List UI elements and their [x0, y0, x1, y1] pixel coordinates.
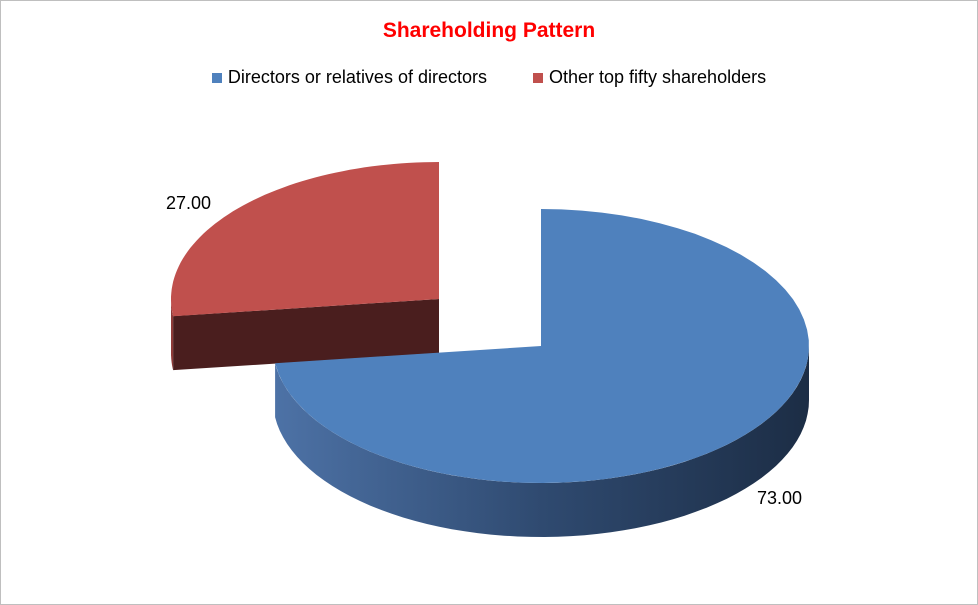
legend-label: Directors or relatives of directors [227, 67, 487, 87]
slice-other [171, 162, 439, 317]
data-label-other: 27.00 [166, 193, 211, 213]
legend-swatch [211, 72, 222, 83]
legend-swatch [532, 72, 543, 83]
chart-title: Shareholding Pattern [382, 19, 596, 42]
legend-item-directors: Directors or relatives of directors [211, 67, 487, 88]
data-label-directors: 73.00 [757, 488, 802, 508]
slice-directors-side [275, 346, 810, 537]
slice-other-cut-face [173, 299, 439, 371]
legend: Directors or relatives of directors Othe… [1, 67, 977, 88]
legend-label: Other top fifty shareholders [548, 67, 767, 87]
slice-other-side [171, 299, 174, 371]
legend-item-other: Other top fifty shareholders [532, 67, 767, 88]
slice-directors [275, 209, 809, 483]
